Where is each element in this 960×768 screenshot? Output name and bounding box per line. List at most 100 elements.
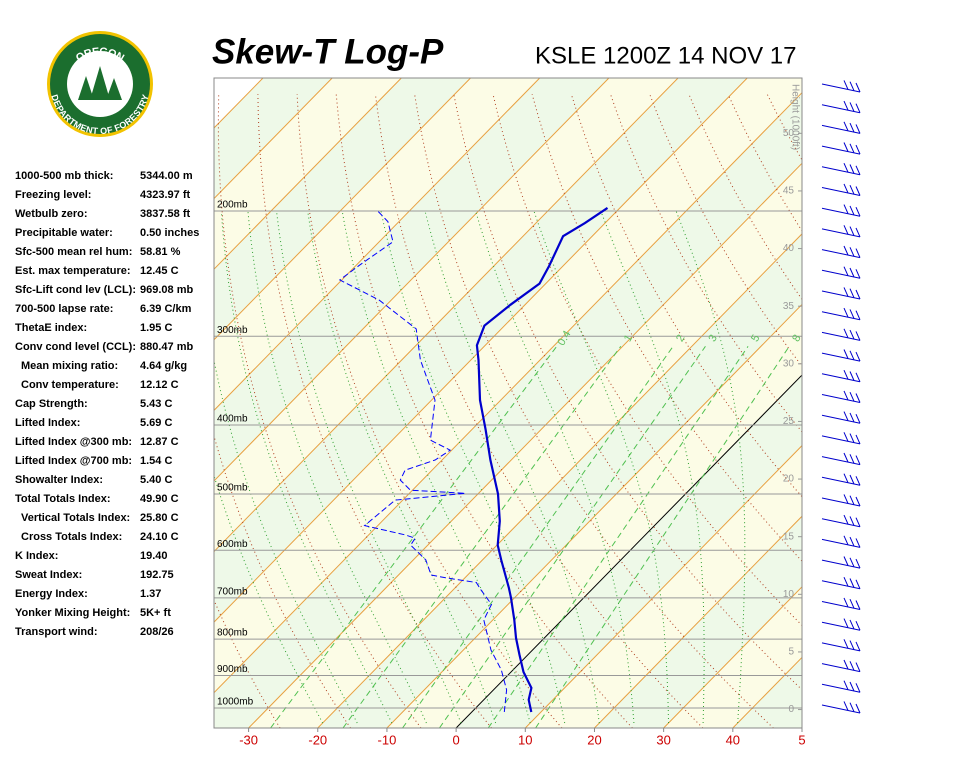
x-tick-label: -10	[378, 732, 397, 747]
plot-area	[214, 78, 960, 728]
isotherm	[524, 444, 802, 728]
barb-tick	[855, 186, 861, 196]
barb-tick	[849, 702, 855, 712]
barb-tick	[855, 434, 861, 445]
pressure-label: 200mb	[217, 200, 248, 211]
barb-staff	[821, 249, 861, 259]
height-label: 25	[783, 416, 795, 427]
barb-tick	[855, 517, 861, 527]
isotherm	[871, 78, 960, 728]
index-label: Cap Strength:	[15, 398, 88, 410]
dry-adiabat	[335, 94, 633, 728]
index-value: 880.47 mb	[140, 341, 193, 353]
pressure-label: 400mb	[217, 414, 248, 425]
barb-tick	[855, 165, 861, 176]
barb-tick	[843, 473, 849, 483]
barb-tick	[843, 266, 849, 276]
band	[802, 78, 960, 728]
index-value: 1.54 C	[140, 455, 172, 467]
barb-tick	[849, 619, 855, 630]
barb-tick	[855, 310, 861, 320]
isotherm	[248, 162, 802, 728]
chart-subtitle: KSLE 1200Z 14 NOV 17	[535, 42, 797, 69]
pressure-label: 500mb	[217, 483, 248, 494]
barb-tick	[843, 432, 849, 442]
mixing-ratio-line	[487, 346, 749, 728]
index-value: 5.43 C	[140, 398, 172, 410]
dry-adiabat	[885, 94, 960, 728]
indices-panel: 1000-500 mb thick: 5344.00 m Freezing leve…	[15, 170, 199, 638]
mixing-ratio-label: 5	[749, 333, 762, 344]
index-label: Transport wind:	[15, 626, 98, 638]
isotherm	[214, 91, 802, 694]
wind-barbs	[821, 80, 861, 714]
barb-tick	[855, 496, 861, 507]
height-label: 35	[783, 301, 795, 312]
height-label: 5	[788, 647, 794, 658]
height-label: 0	[788, 704, 794, 715]
barb-tick	[843, 680, 849, 690]
moist-adiabat	[380, 210, 566, 724]
barb-staff	[821, 601, 861, 610]
x-tick-label: 20	[587, 732, 601, 747]
barb-tick	[855, 393, 861, 403]
barb-staff	[821, 166, 861, 176]
barb-tick	[849, 516, 855, 526]
logo-top: OREGON	[74, 46, 126, 65]
barb-tick	[849, 122, 855, 133]
index-label: Cross Totals Index:	[21, 531, 122, 543]
moist-adiabat	[533, 210, 669, 723]
barb-staff	[821, 83, 861, 93]
barb-staff	[821, 145, 861, 155]
barb-tick	[855, 641, 861, 652]
height-label: 45	[783, 186, 795, 197]
barb-tick	[843, 411, 849, 421]
barb-tick	[855, 476, 861, 486]
barb-staff	[821, 207, 861, 217]
barb-staff	[821, 311, 861, 321]
index-label: K Index:	[15, 550, 58, 562]
barb-staff	[821, 394, 861, 403]
barb-staff	[821, 435, 861, 445]
barb-tick	[855, 372, 861, 383]
barb-tick	[849, 661, 855, 671]
isotherm	[386, 303, 802, 728]
index-label: Lifted Index @700 mb:	[15, 455, 132, 467]
barb-tick	[849, 226, 855, 236]
temperature-line	[475, 206, 609, 713]
barb-tick	[849, 247, 855, 257]
index-value: 5.69 C	[140, 417, 172, 429]
x-tick-label: 10	[518, 732, 532, 747]
index-label: Freezing level:	[15, 189, 91, 201]
logo-top-text: OREGON	[74, 46, 126, 65]
index-value: 1.37	[140, 588, 161, 600]
height-label: 30	[783, 358, 795, 369]
barb-staff	[821, 414, 861, 424]
x-tick-label: 40	[726, 732, 740, 747]
index-value: 12.12 C	[140, 379, 179, 391]
barb-staff	[821, 518, 861, 528]
barb-staff	[821, 187, 861, 196]
barb-staff	[821, 497, 861, 507]
index-value: 24.10 C	[140, 531, 179, 543]
barb-tick	[855, 620, 861, 631]
barb-tick	[849, 536, 855, 547]
barb-tick	[855, 683, 861, 693]
barb-tick	[843, 369, 849, 380]
barb-tick	[849, 495, 855, 505]
index-label: Sfc-500 mean rel hum:	[15, 246, 132, 258]
barb-staff	[821, 642, 861, 652]
height-label: 50	[783, 128, 795, 139]
barb-tick	[843, 142, 849, 152]
barb-tick	[843, 287, 849, 297]
barb-staff	[821, 331, 861, 341]
barb-tick	[843, 390, 849, 401]
index-value: 12.87 C	[140, 436, 179, 448]
barb-tick	[855, 558, 861, 569]
barb-tick	[849, 288, 855, 298]
barb-tick	[855, 600, 861, 610]
barb-tick	[849, 164, 855, 174]
barb-tick	[855, 227, 861, 238]
index-label: Total Totals Index:	[15, 493, 111, 505]
